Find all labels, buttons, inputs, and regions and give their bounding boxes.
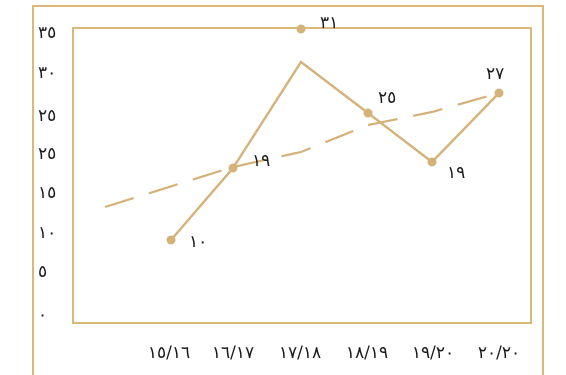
data-point [494, 88, 504, 98]
data-point [166, 235, 176, 245]
x-tick-label: ١٦/١٧ [212, 343, 254, 363]
trend-line-dashed [104, 91, 500, 209]
data-label: ٢٥ [378, 88, 396, 108]
data-point [296, 24, 306, 34]
x-tick-label: ١٧/١٨ [279, 343, 321, 363]
chart-frame [32, 5, 544, 375]
x-tick-label: ٢٠/٢٠ [478, 343, 520, 363]
data-point [228, 163, 238, 173]
x-tick-label: ١٩/٢٠ [412, 343, 454, 363]
y-tick-label: ٥ [38, 262, 47, 282]
data-label: ١٩ [447, 163, 465, 183]
data-point [363, 108, 373, 118]
x-tick-label: ١٥/١٦ [148, 343, 190, 363]
x-tick-label: ١٨/١٩ [346, 343, 388, 363]
data-label: ٣١ [320, 13, 338, 33]
data-label: ١٠ [189, 232, 207, 252]
series-line [170, 60, 500, 241]
y-tick-label: ٢٥ [38, 106, 56, 126]
y-tick-label: ١٠ [38, 223, 56, 243]
y-tick-label: ٣٥ [38, 23, 56, 43]
y-tick-label: ٠ [38, 305, 47, 325]
y-tick-label: ٢٥ [38, 144, 56, 164]
data-label: ٢٧ [486, 64, 504, 84]
data-label: ١٩ [252, 151, 270, 171]
y-tick-label: ٣٠ [38, 63, 56, 83]
y-tick-label: ١٥ [38, 183, 56, 203]
data-point [427, 157, 437, 167]
plot-area [72, 24, 532, 324]
